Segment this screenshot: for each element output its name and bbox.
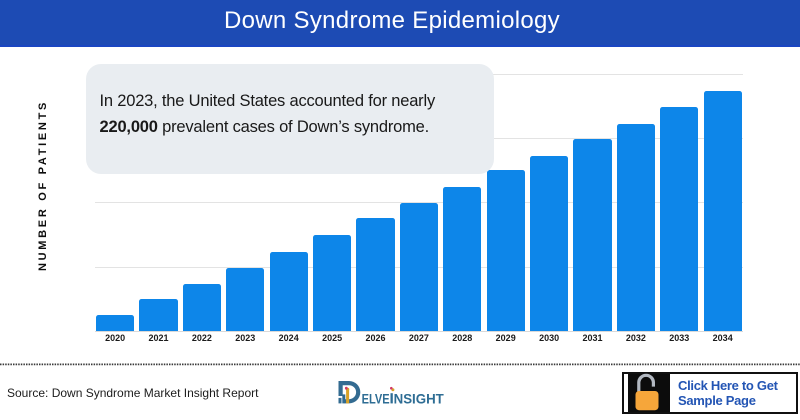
svg-text:NSIGHT: NSIGHT [394,390,445,406]
svg-text:ELVE: ELVE [362,390,390,406]
